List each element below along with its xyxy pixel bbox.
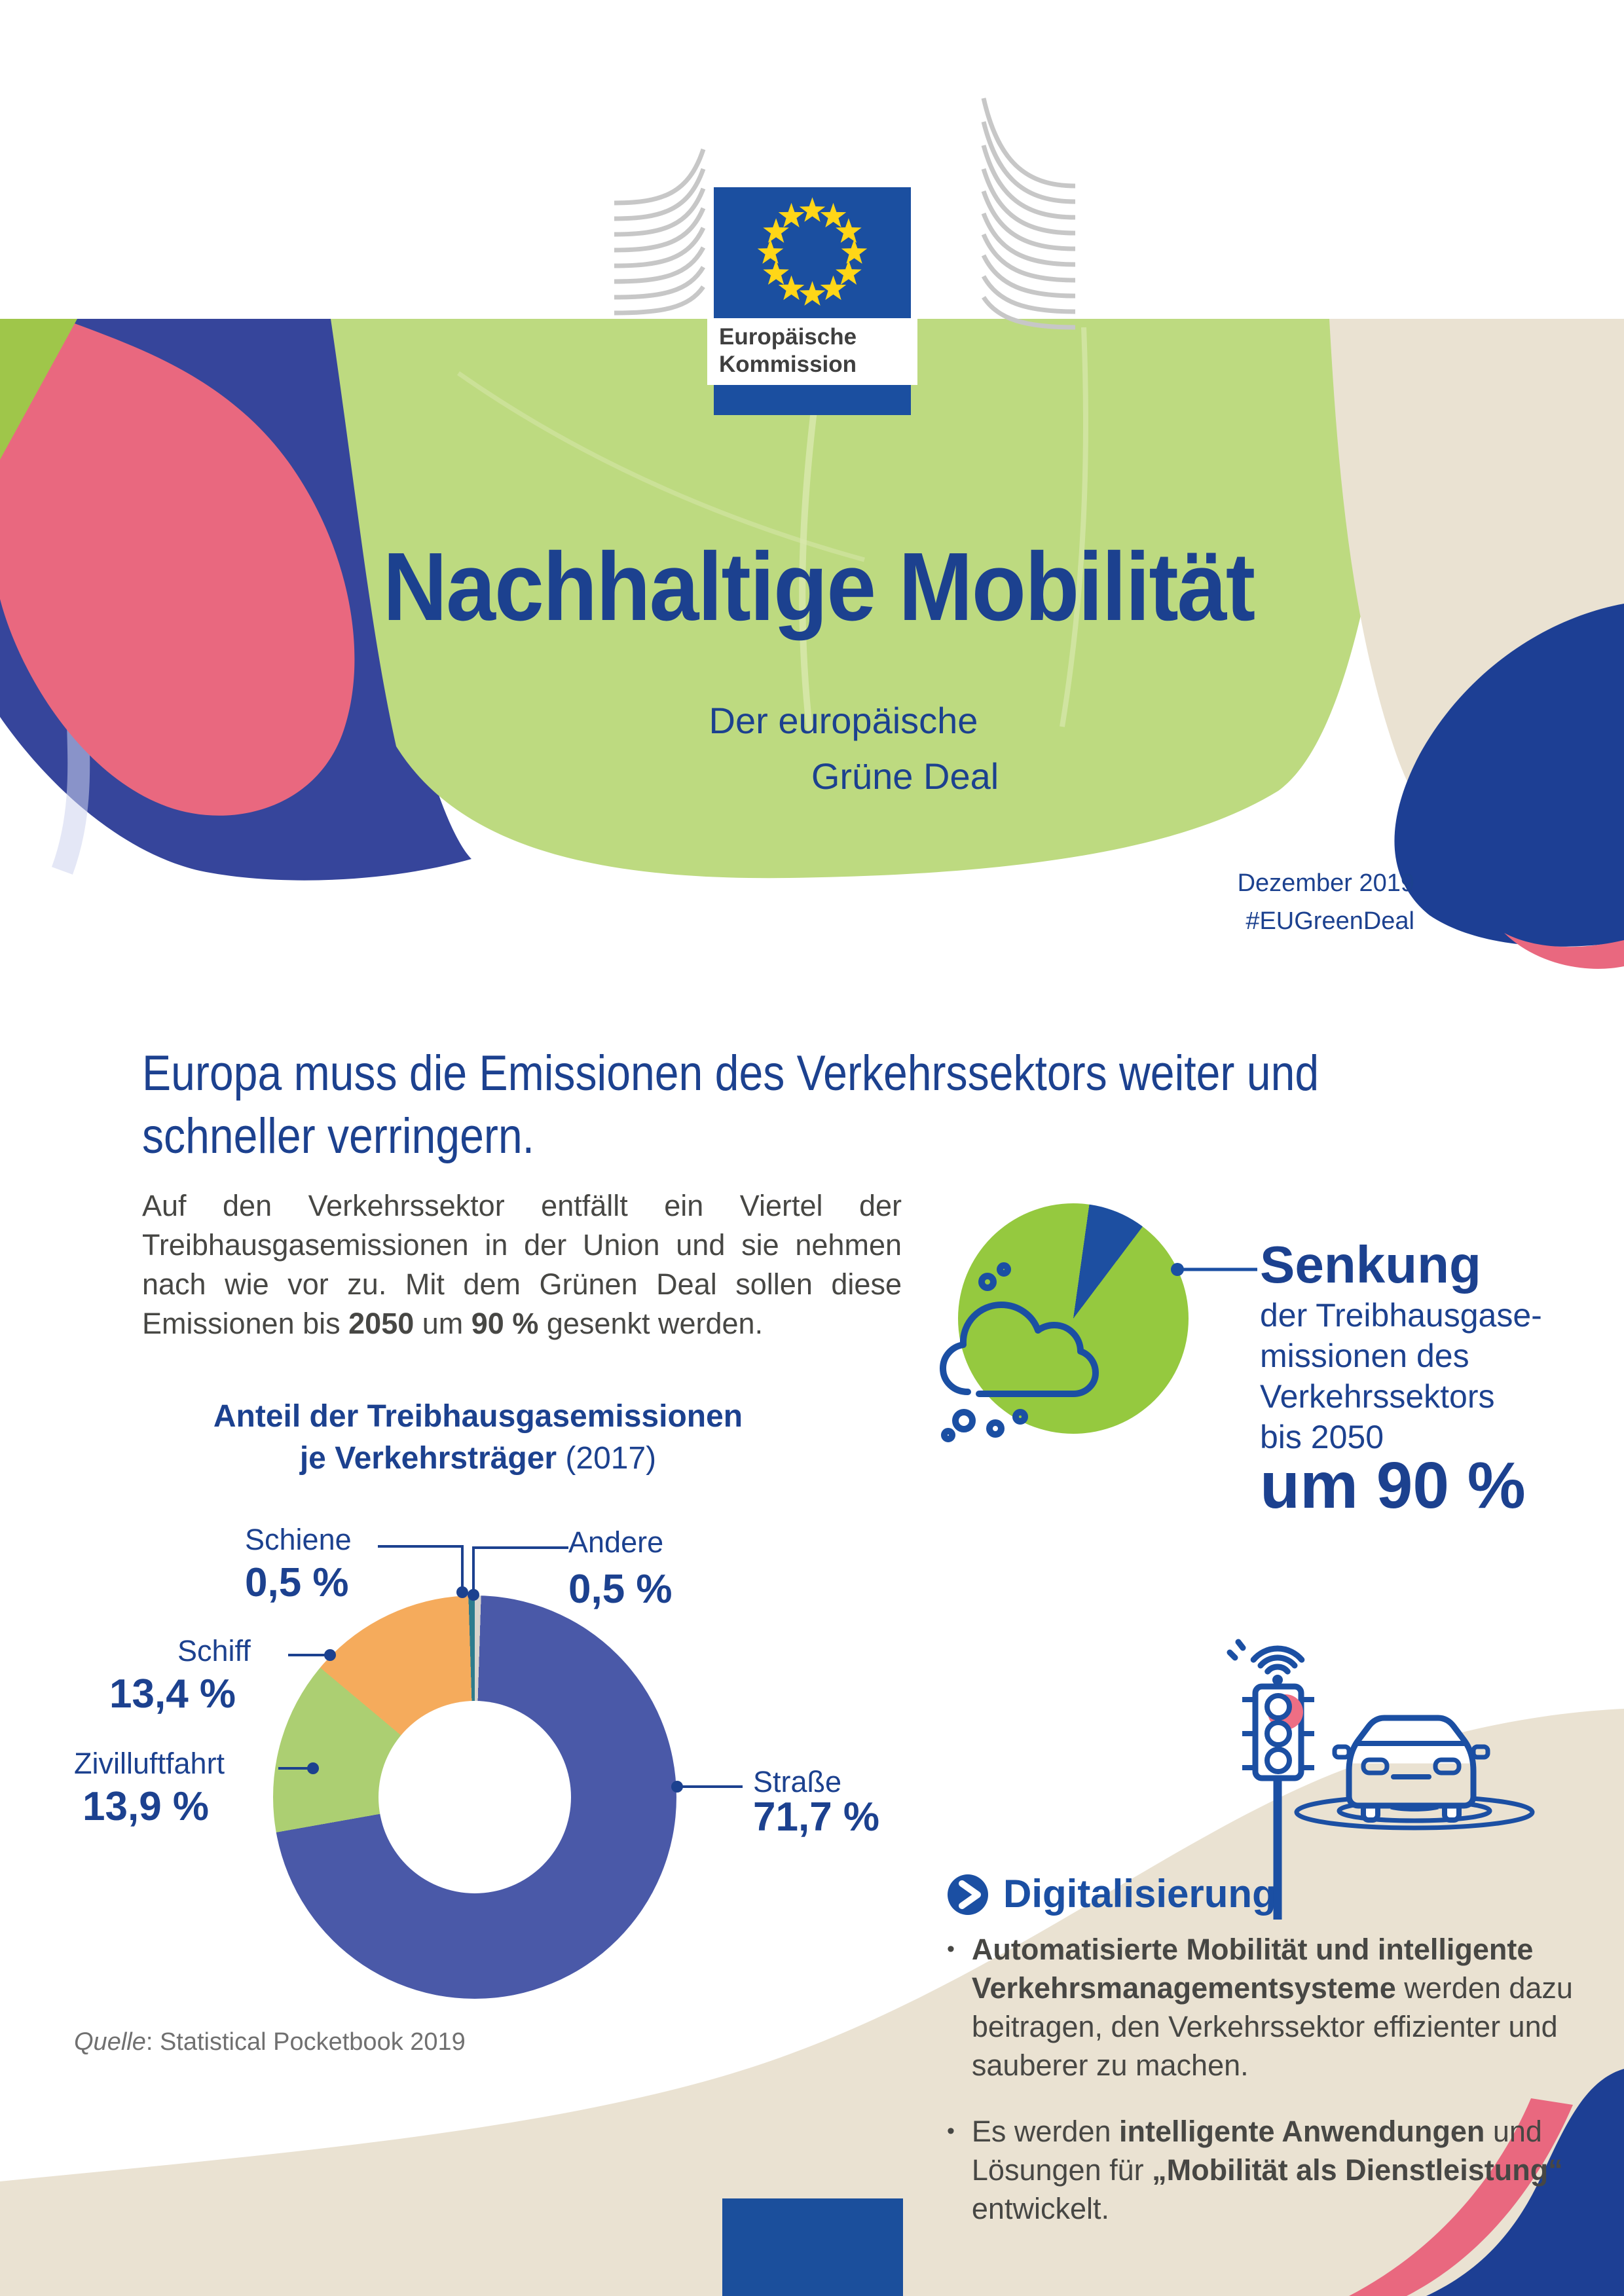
senkung-line: bis 2050 [1260,1419,1384,1455]
chart-title-line1: Anteil der Treibhausgasemissionen [213,1399,743,1434]
subtitle-line2: Grüne Deal [811,756,999,797]
subtitle-line1: Der europäische [709,700,978,741]
senkung-text: der Treibhausgase- missionen des Verkehr… [1260,1295,1542,1457]
donut-value-zivilluftfahrt: 13,9 % [83,1784,210,1829]
leaf-vein [1060,327,1089,727]
leaf-vein [456,371,865,562]
bullet-dot: • [947,1937,955,1961]
source-note: Quelle: Statistical Pocketbook 2019 [74,2028,466,2056]
donut-label-schiene: Schiene [245,1523,352,1556]
pink-crescent-bottom-right [1349,2098,1573,2296]
digital-bullet-2: • Es werden intelligente Anwendungen und… [947,2112,1615,2228]
page-title: Nachhaltige Mobilität [382,533,1255,641]
bottom-blue-rectangle [722,2198,903,2296]
bullet-dot: • [947,2119,955,2143]
hashtag-label: #EUGreenDeal [1246,907,1414,935]
donut-label-strasse: Straße [753,1765,842,1798]
commission-building-curves [614,98,1076,330]
senkung-line: missionen des [1260,1338,1469,1374]
eu-flag-stars [757,197,868,306]
donut-hole [378,1701,571,1893]
intro-heading: Europa muss die Emissionen des Verkehrss… [142,1042,1624,1168]
donut-label-zivilluftfahrt: Zivilluftfahrt [74,1747,225,1780]
green-wedge-top-left [0,319,77,460]
donut-value-schiff: 13,4 % [109,1671,236,1717]
digital-bullets: • Automatisierte Mobilität und intellige… [947,1930,1615,2255]
co2-cloud-icon [940,1262,1099,1442]
beige-blob-bottom [0,1709,1624,2296]
digital-bullet-1: • Automatisierte Mobilität und intellige… [947,1930,1615,2085]
digital-bullet-1-text: Automatisierte Mobilität und intelligent… [971,1933,1573,2082]
blue-blob-bottom-right [1426,2069,1624,2296]
donut-label-andere: Andere [568,1525,664,1559]
intro-paragraph: Auf den Verkehrssektor entfällt ein Vier… [142,1189,902,1340]
eu-flag [714,187,911,318]
intro-heading-line1: Europa muss die Emissionen des Verkehrss… [142,1046,1320,1101]
blue-blob-top-right [1394,604,1624,947]
pink-blob-top-left [0,319,355,816]
date-label: Dezember 2019 [1237,869,1414,897]
senkung-line: Verkehrssektors [1260,1378,1495,1415]
intro-heading-line2: schneller verringern. [142,1108,535,1164]
digital-bullet-2-text: Es werden intelligente Anwendungen und L… [971,2115,1563,2225]
donut-label-schiff: Schiff [177,1634,251,1667]
logo-blue-bar [714,385,911,415]
chart-title-line2: je Verkehrsträger (2017) [299,1441,657,1476]
digital-heading: Digitalisierung [1003,1872,1276,1916]
logo-institution-line2: Kommission [719,352,857,377]
senkung-value: um 90 % [1260,1449,1526,1522]
donut-value-strasse: 71,7 % [753,1795,880,1840]
senkung-line: der Treibhausgase- [1260,1297,1542,1334]
logo-institution-line1: Europäische [719,324,857,350]
senkung-title: Senkung [1260,1235,1481,1294]
donut-value-schiene: 0,5 % [245,1560,349,1605]
pink-sliver-top-right [1504,933,1624,969]
donut-value-andere: 0,5 % [568,1567,673,1612]
